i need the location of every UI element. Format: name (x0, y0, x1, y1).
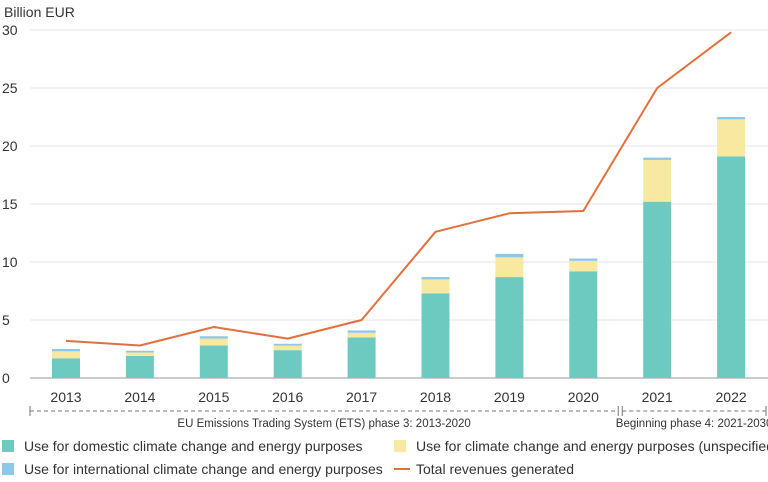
y-axis-label: Billion EUR (4, 4, 75, 20)
bar-segment (569, 260, 598, 272)
x-tick-label: 2017 (346, 389, 377, 405)
legend-label: Use for climate change and energy purpos… (416, 438, 768, 454)
y-tick-label: 5 (2, 312, 10, 328)
bar-segment (421, 277, 450, 280)
x-tick-label: 2014 (124, 389, 155, 405)
bar-segment (569, 258, 598, 261)
y-tick-label: 10 (2, 254, 18, 270)
y-tick-label: 20 (2, 138, 18, 154)
y-tick-label: 0 (2, 370, 10, 386)
legend-swatch (2, 463, 14, 475)
legend-label: Total revenues generated (416, 461, 574, 477)
legend-label: Use for domestic climate change and ener… (24, 438, 363, 454)
y-tick-label: 15 (2, 196, 18, 212)
legend: Use for domestic climate change and ener… (2, 438, 768, 477)
x-tick-label: 2021 (642, 389, 673, 405)
bar-segment (125, 355, 154, 378)
bar-segment (347, 332, 376, 338)
gridlines (30, 29, 768, 379)
x-tick-label: 2020 (568, 389, 599, 405)
phase-label: Beginning phase 4: 2021-2030 (616, 418, 768, 430)
x-tick-label: 2016 (272, 389, 303, 405)
bar-segment (347, 330, 376, 333)
bar-segment (643, 159, 672, 202)
bar-segment (643, 157, 672, 160)
x-tick-label: 2013 (50, 389, 81, 405)
legend-swatch (394, 440, 406, 452)
bar-segment (717, 117, 746, 120)
bar-segment (495, 257, 524, 278)
bars (52, 117, 746, 378)
y-tick-label: 30 (2, 22, 18, 38)
bar-segment (273, 343, 302, 346)
y-axis-ticks: 0 5 10 15 20 25 30 (2, 22, 18, 386)
bar-segment (717, 156, 746, 378)
bar-segment (199, 336, 228, 339)
x-tick-label: 2018 (420, 389, 451, 405)
phase-brackets: EU Emissions Trading System (ETS) phase … (29, 406, 768, 430)
bar-segment (421, 279, 450, 294)
bar-segment (199, 338, 228, 346)
bar-segment (643, 201, 672, 378)
x-axis-ticks: 2013 2014 2015 2016 2017 2018 2019 2020 2021 2022 (50, 389, 746, 405)
bar-segment (125, 352, 154, 356)
total-line (65, 31, 732, 347)
bar-segment (199, 345, 228, 378)
y-tick-label: 25 (2, 80, 18, 96)
bar-segment (347, 337, 376, 378)
x-tick-label: 2015 (198, 389, 229, 405)
bar-segment (495, 277, 524, 378)
bar-segment (273, 350, 302, 378)
phase-label: EU Emissions Trading System (ETS) phase … (177, 418, 470, 430)
legend-label: Use for international climate change and… (24, 461, 383, 477)
bar-segment (569, 271, 598, 378)
bar-segment (717, 119, 746, 157)
bar-segment (421, 293, 450, 378)
bar-segment (52, 358, 80, 378)
bar-segment (125, 350, 154, 353)
bar-segment (495, 253, 524, 258)
x-tick-label: 2019 (494, 389, 525, 405)
bar-segment (52, 349, 80, 352)
x-tick-label: 2022 (716, 389, 747, 405)
bar-segment (52, 351, 80, 359)
legend-swatch (2, 440, 14, 452)
total-revenue-line (65, 31, 732, 347)
bar-segment (273, 345, 302, 351)
